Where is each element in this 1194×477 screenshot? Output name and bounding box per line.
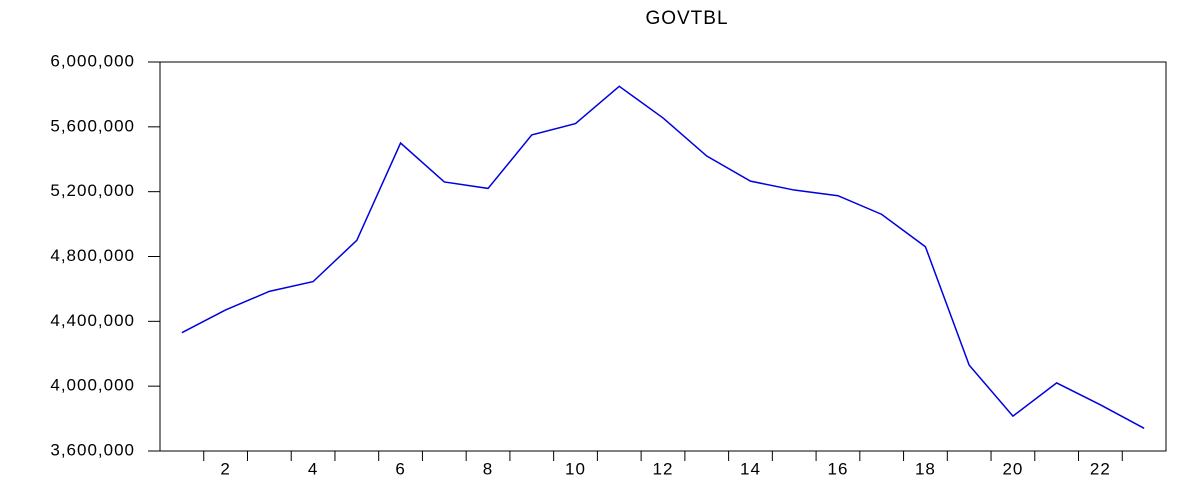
y-tick-label: 5,200,000 xyxy=(50,181,135,200)
y-tick-label: 4,400,000 xyxy=(50,311,135,330)
y-tick-label: 6,000,000 xyxy=(50,51,135,70)
y-tick-label: 4,800,000 xyxy=(50,246,135,265)
x-tick-label: 6 xyxy=(395,459,405,477)
x-tick-label: 20 xyxy=(1002,459,1023,477)
y-tick-label: 4,000,000 xyxy=(50,376,135,395)
x-tick-label: 4 xyxy=(308,459,318,477)
x-tick-label: 16 xyxy=(827,459,848,477)
x-tick-label: 22 xyxy=(1090,459,1111,477)
x-tick-label: 18 xyxy=(915,459,936,477)
chart-title: GOVTBL xyxy=(645,8,728,29)
x-tick-label: 12 xyxy=(653,459,674,477)
y-tick-label: 3,600,000 xyxy=(50,440,135,459)
x-tick-label: 14 xyxy=(740,459,761,477)
x-tick-label: 2 xyxy=(220,459,230,477)
data-line xyxy=(181,85,1145,429)
x-tick-label: 10 xyxy=(565,459,586,477)
plot-frame xyxy=(159,61,1167,452)
y-tick-label: 5,600,000 xyxy=(50,116,135,135)
x-tick-label: 8 xyxy=(483,459,493,477)
